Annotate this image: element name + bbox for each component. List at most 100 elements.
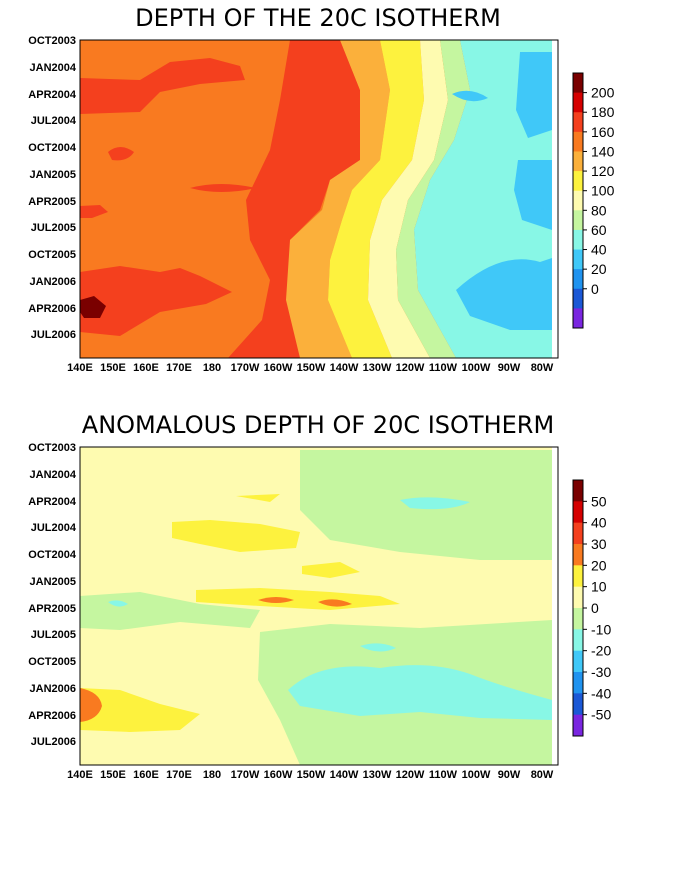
p1-ytick: OCT2004 — [28, 142, 77, 154]
p2-ytick: APR2006 — [28, 710, 76, 722]
colorbar-label: 140 — [591, 143, 615, 159]
p1-ytick: APR2005 — [28, 196, 76, 208]
p1-xtick: 150W — [297, 362, 326, 374]
p2-xtick: 170W — [231, 769, 260, 781]
p1-xtick: 90W — [498, 362, 521, 374]
panel2-frame — [79, 446, 559, 766]
p2-ytick: JAN2006 — [30, 683, 76, 695]
colorbar-label: 0 — [591, 600, 599, 616]
band-blue2 — [514, 160, 552, 230]
colorbar-swatch — [573, 565, 583, 588]
p2-xtick: 180 — [203, 769, 221, 781]
warmpool-mid3 — [80, 205, 108, 218]
p2-xtick: 150W — [297, 769, 326, 781]
p2-xtick: 120W — [396, 769, 425, 781]
panel2-title: ANOMALOUS DEPTH OF 20C ISOTHERM — [82, 411, 554, 439]
anom-yellow-3 — [80, 688, 200, 732]
p2-ytick: JAN2004 — [30, 469, 77, 481]
anom-cyan-2 — [400, 497, 470, 510]
p1-ytick: APR2004 — [28, 89, 77, 101]
colorbar-swatch — [573, 714, 583, 737]
p1-ytick: JAN2004 — [30, 62, 77, 74]
colorbar-swatch — [573, 544, 583, 566]
p1-xtick: 120W — [396, 362, 425, 374]
p1-xtick: 140E — [67, 362, 93, 374]
colorbar-label: -30 — [591, 664, 611, 680]
p1-ytick: JUL2004 — [31, 115, 77, 127]
colorbar-swatch — [573, 269, 583, 290]
p2-ytick: JAN2005 — [30, 576, 76, 588]
panel2-map — [79, 446, 559, 766]
anom-yellow-1 — [172, 520, 300, 552]
p1-ytick: JUL2006 — [31, 329, 76, 341]
p2-ytick: APR2004 — [28, 496, 77, 508]
p2-xtick: 150E — [100, 769, 126, 781]
colorbar-label: 0 — [591, 281, 599, 297]
anom-yellow-5 — [302, 562, 360, 578]
colorbar-label: -10 — [591, 621, 611, 637]
colorbar-label: 100 — [591, 183, 615, 199]
panel2-yticks: OCT2003 JAN2004 APR2004 JUL2004 OCT2004 … — [28, 442, 77, 748]
p1-ytick: OCT2003 — [28, 35, 76, 47]
p2-xtick: 80W — [531, 769, 554, 781]
panel2-colorbar: 50 40 30 20 10 0 -10 -20 -30 -40 -50 — [572, 479, 611, 737]
colorbar-swatch — [573, 229, 583, 251]
anom-orange-west — [80, 688, 102, 722]
colorbar-swatch — [573, 501, 583, 524]
warmpool-mid2 — [190, 184, 256, 192]
colorbar-label: 160 — [591, 124, 615, 140]
p2-xtick: 160W — [264, 769, 293, 781]
p2-xtick: 90W — [498, 769, 521, 781]
band-blue3 — [456, 258, 552, 330]
p2-xtick: 160E — [133, 769, 159, 781]
colorbar-label: -20 — [591, 643, 611, 659]
colorbar-swatch — [573, 308, 583, 329]
band-green — [396, 40, 470, 358]
colorbar-label: 120 — [591, 163, 615, 179]
colorbar-label: 60 — [591, 222, 607, 238]
colorbar-swatch — [573, 131, 583, 152]
p1-xtick: 110W — [429, 362, 458, 374]
colorbar-swatch — [573, 586, 583, 609]
colorbar-swatch — [573, 480, 583, 502]
colorbar-label: 10 — [591, 579, 607, 595]
p2-ytick: JUL2005 — [31, 629, 76, 641]
panel1-map — [79, 39, 559, 359]
colorbar-swatch — [573, 210, 583, 231]
p1-xtick: 100W — [462, 362, 491, 374]
colorbar-swatch — [573, 171, 583, 192]
p2-xtick: 140W — [330, 769, 359, 781]
p2-ytick: OCT2004 — [28, 549, 77, 561]
anom-cyan-1 — [288, 665, 552, 720]
colorbar-swatch — [573, 650, 583, 673]
p2-ytick: OCT2003 — [28, 442, 76, 454]
panel1-yticks: OCT2003 JAN2004 APR2004 JUL2004 OCT2004 … — [28, 35, 77, 341]
warmpool-top — [80, 58, 245, 114]
p2-xtick: 140E — [67, 769, 93, 781]
colorbar-swatch — [573, 73, 583, 94]
band-blue4 — [452, 90, 488, 102]
colorbar-label: 50 — [591, 493, 607, 509]
band-blue1 — [516, 52, 552, 138]
colorbar-swatch — [573, 288, 583, 309]
colorbar-label: 40 — [591, 515, 607, 531]
colorbar-swatch — [573, 151, 583, 172]
colorbar-swatch — [573, 190, 583, 211]
p1-xtick: 140W — [330, 362, 359, 374]
p1-ytick: JUL2005 — [31, 222, 76, 234]
colorbar-frame — [572, 72, 584, 329]
anom-cyan-3 — [360, 643, 396, 652]
p2-xtick: 170E — [166, 769, 192, 781]
band-yellow — [328, 40, 424, 358]
colorbar-label: 30 — [591, 536, 607, 552]
p1-xtick: 80W — [531, 362, 554, 374]
p1-ytick: JAN2006 — [30, 276, 76, 288]
colorbar-swatch — [573, 92, 583, 113]
warmpool-bottom — [80, 266, 232, 336]
band-darkorange — [228, 40, 360, 358]
colorbar-label: 20 — [591, 261, 607, 277]
anom-yellow-4 — [236, 494, 280, 502]
white-strip — [552, 40, 558, 358]
